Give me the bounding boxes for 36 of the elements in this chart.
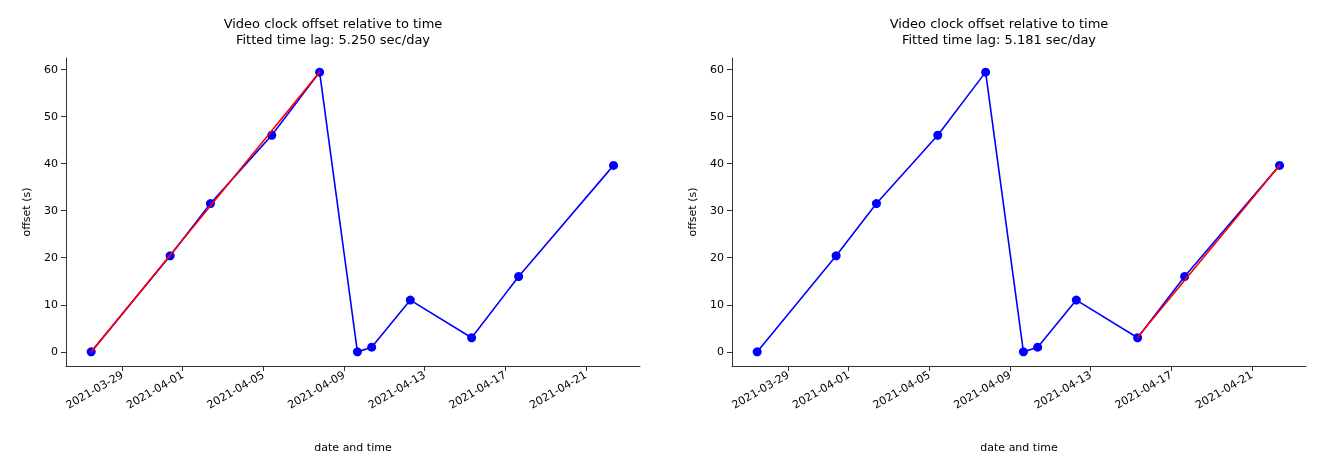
point [352,347,362,357]
y-tick-label: 10 [44,298,58,312]
point [514,272,524,282]
point [405,295,415,305]
y-axis-title: offset (s) [20,187,33,237]
chart-subtitle: Fitted time lag: 5.181 sec/day [901,32,1097,47]
y-axis-title: offset (s) [686,187,699,237]
point [831,251,841,261]
y-tick-label: 20 [710,251,724,265]
x-axis-title: date and time [980,441,1058,454]
y-tick-label: 60 [44,62,58,76]
y-tick-label: 40 [44,156,58,170]
point [609,160,619,170]
point [933,130,943,140]
y-tick-label: 50 [44,109,58,123]
point [367,342,377,352]
y-tick-label: 20 [44,251,58,265]
y-tick-label: 60 [710,62,724,76]
point [1033,342,1043,352]
chart-subtitle: Fitted time lag: 5.250 sec/day [235,32,431,47]
y-tick-label: 0 [717,345,724,359]
point [467,333,477,343]
chart-title: Video clock offset relative to time [889,16,1109,31]
point [981,67,991,77]
x-axis-title: date and time [314,441,392,454]
y-tick-label: 30 [44,204,58,218]
point [1071,295,1081,305]
point [871,199,881,209]
y-tick-label: 40 [710,156,724,170]
point [1018,347,1028,357]
y-tick-label: 50 [710,109,724,123]
point [752,347,762,357]
y-tick-label: 10 [710,298,724,312]
chart-title: Video clock offset relative to time [223,16,443,31]
y-tick-label: 30 [710,204,724,218]
y-tick-label: 0 [51,345,58,359]
